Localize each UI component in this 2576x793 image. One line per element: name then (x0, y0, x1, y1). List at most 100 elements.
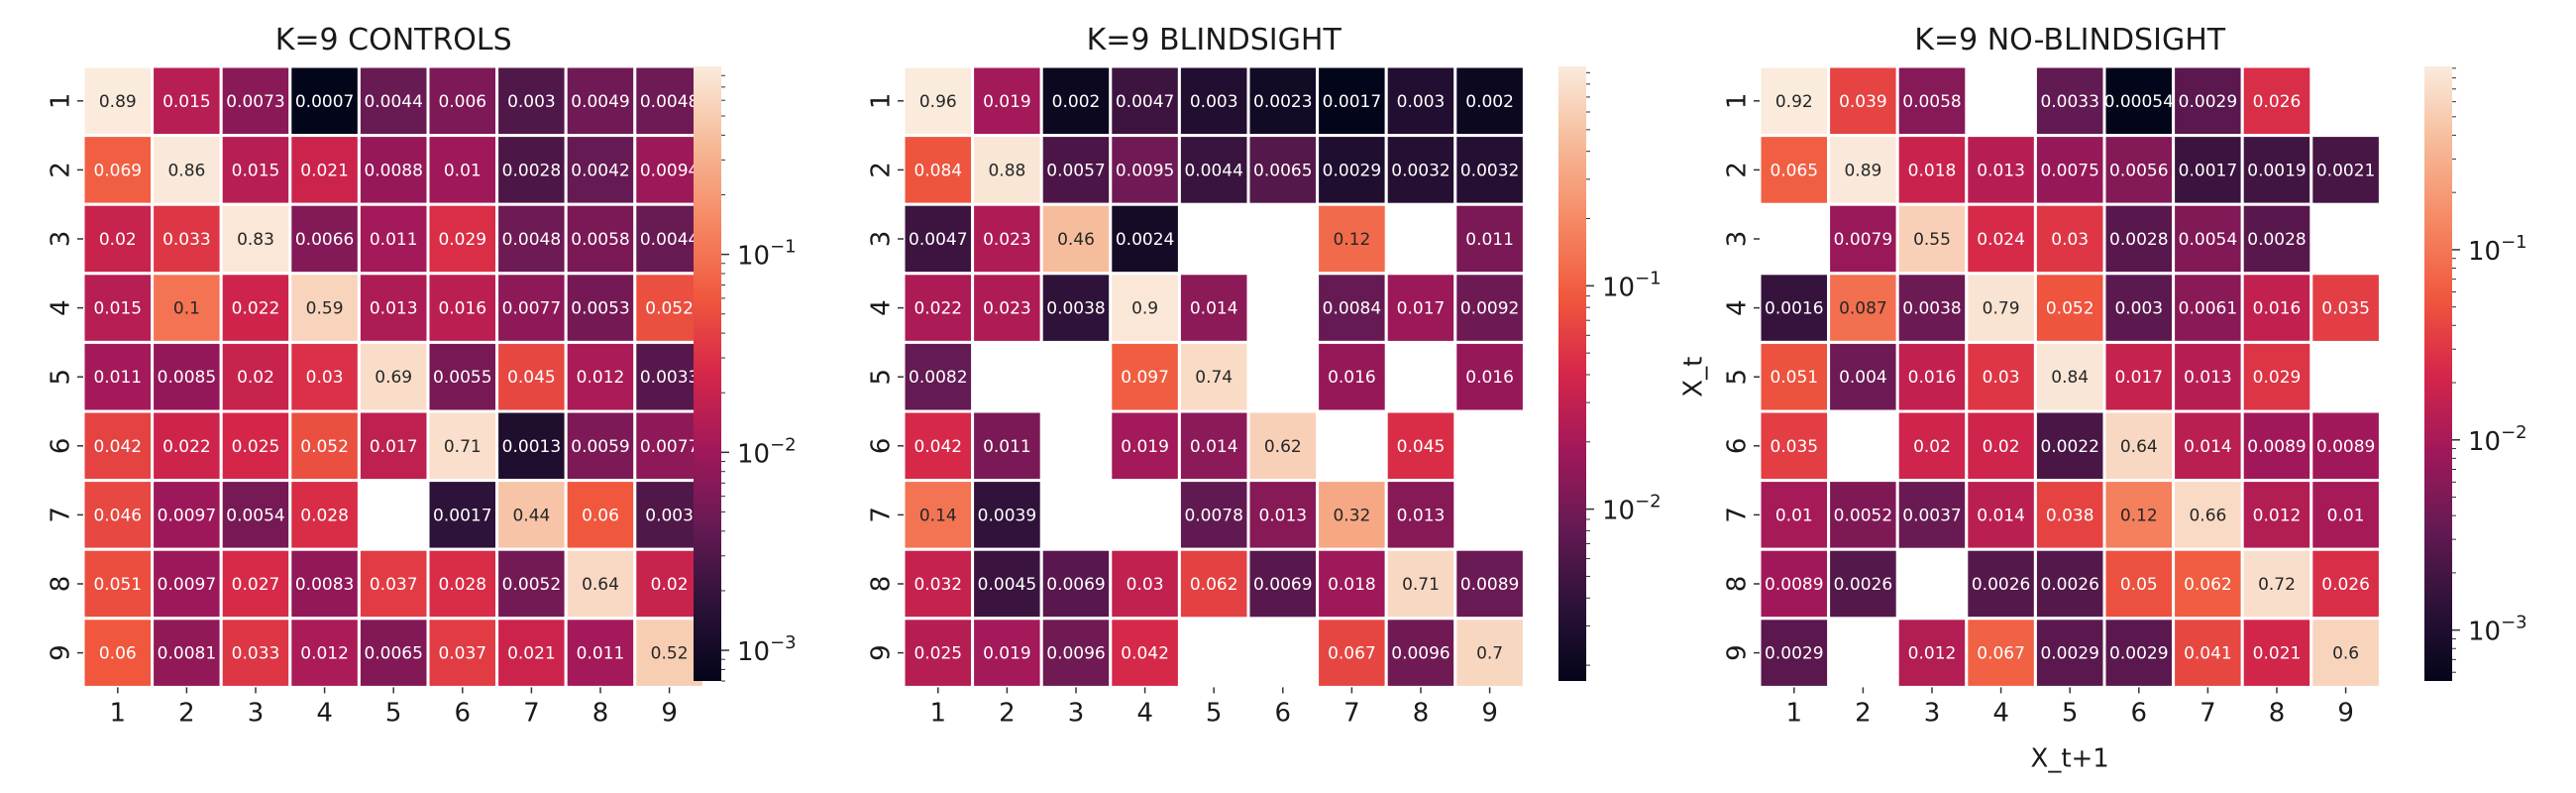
y-tick-label: 3 (47, 231, 76, 248)
cell-value-label: 0.0026 (1834, 575, 1892, 595)
heatmap-cell (1965, 547, 2037, 621)
heatmap-cell (1109, 272, 1181, 344)
cell-value-label: 0.0092 (1460, 299, 1519, 319)
y-tick-label: 5 (47, 369, 76, 386)
heatmap-cell-empty (1041, 480, 1111, 550)
cell-value-label: 0.0044 (640, 230, 698, 250)
x-tick-label: 3 (1924, 698, 1941, 728)
cell-value-label: 0.0083 (295, 575, 354, 595)
cell-value-label: 0.016 (438, 299, 486, 319)
heatmap-cell (357, 134, 430, 206)
cell-value-label: 0.0007 (295, 92, 354, 112)
cell-value-label: 0.0044 (1184, 161, 1242, 180)
cell-value-label: 0.015 (162, 92, 211, 112)
x-tick-label: 8 (1413, 698, 1430, 728)
cell-value-label: 0.011 (577, 644, 625, 664)
heatmap-cell (426, 134, 499, 206)
cell-value-label: 0.0082 (909, 368, 967, 388)
heatmap-cell (1316, 617, 1388, 689)
cell-value-label: 0.02 (1913, 437, 1951, 457)
cell-value-label: 0.01 (1775, 506, 1813, 525)
heatmap-cell-empty (359, 480, 428, 550)
heatmap-cell (495, 617, 568, 689)
heatmap-cell (1384, 617, 1457, 689)
heatmap-cell (2033, 340, 2106, 413)
heatmap-cell-empty (1966, 66, 2036, 136)
heatmap-cell-empty (1248, 204, 1318, 274)
cell-value-label: 0.052 (300, 437, 349, 457)
heatmap-cell-empty (1828, 411, 1898, 481)
cell-value-label: 0.011 (370, 230, 418, 250)
cell-value-label: 0.0042 (571, 161, 629, 180)
cell-value-label: 0.74 (1195, 368, 1233, 388)
x-tick-label: 1 (1786, 698, 1803, 728)
heatmap-cell (633, 134, 705, 206)
heatmap-cell (2033, 409, 2106, 483)
heatmap-cell-empty (1386, 204, 1455, 274)
heatmap-cell (2102, 617, 2176, 689)
heatmap-cell (1177, 64, 1250, 138)
cell-value-label: 0.44 (512, 506, 550, 525)
cell-value-label: 0.025 (232, 437, 280, 457)
heatmap-cell (426, 479, 499, 551)
heatmap-cell (2102, 64, 2176, 138)
cell-value-label: 0.027 (232, 575, 280, 595)
cell-value-label: 0.05 (2120, 575, 2158, 595)
heatmap-cell (81, 617, 155, 689)
cell-value-label: 0.026 (2321, 575, 2370, 595)
x-tick-label: 1 (930, 698, 947, 728)
cell-value-label: 0.035 (2321, 299, 2370, 319)
cell-value-label: 0.0033 (2040, 92, 2098, 112)
cell-value-label: 0.86 (167, 161, 205, 180)
heatmap-cell (1246, 409, 1320, 483)
cell-value-label: 0.021 (2253, 644, 2302, 664)
cell-value-label: 0.035 (1770, 437, 1818, 457)
chart-title: K=9 BLINDSIGHT (1087, 23, 1342, 57)
cell-value-label: 0.0065 (364, 644, 422, 664)
x-tick-label: 6 (1275, 698, 1292, 728)
heatmap-cell (2240, 479, 2313, 551)
cell-value-label: 0.03 (306, 368, 344, 388)
colorbar (694, 66, 721, 681)
heatmap-cell-empty (1386, 342, 1455, 411)
cell-value-label: 0.045 (507, 368, 556, 388)
cell-value-label: 0.016 (1908, 368, 1957, 388)
cell-value-label: 0.033 (162, 230, 211, 250)
heatmap-cell (1316, 272, 1388, 344)
heatmap-cell (633, 409, 705, 483)
cell-value-label: 0.64 (582, 575, 619, 595)
heatmap-cell (151, 547, 223, 621)
cell-value-label: 0.0073 (226, 92, 284, 112)
heatmap-cell (219, 64, 292, 138)
cell-value-label: 0.7 (1476, 644, 1503, 664)
cell-value-label: 0.9 (1131, 299, 1158, 319)
cell-value-label: 0.0069 (1046, 575, 1105, 595)
heatmap-cell (564, 340, 637, 413)
cell-value-label: 0.002 (1052, 92, 1101, 112)
heatmap-cell (1039, 547, 1113, 621)
x-tick-label: 4 (1136, 698, 1153, 728)
cell-value-label: 0.0022 (2040, 437, 2098, 457)
cell-value-label: 0.00054 (2104, 92, 2174, 112)
cell-value-label: 0.026 (2253, 92, 2302, 112)
cell-value-label: 0.012 (1908, 644, 1957, 664)
cell-value-label: 0.013 (370, 299, 418, 319)
heatmap-cell-empty (1454, 480, 1525, 550)
heatmap-cell (1758, 272, 1831, 344)
heatmap-cell (1384, 547, 1457, 621)
cell-value-label: 0.051 (93, 575, 142, 595)
cell-value-label: 0.019 (983, 644, 1031, 664)
heatmap-cell (2240, 202, 2313, 276)
cell-value-label: 0.0084 (1323, 299, 1381, 319)
cell-value-label: 0.06 (582, 506, 619, 525)
cell-value-label: 0.0047 (909, 230, 967, 250)
heatmap-cell-empty (1248, 342, 1318, 411)
cell-value-label: 0.015 (232, 161, 280, 180)
cell-value-label: 0.0044 (364, 92, 422, 112)
cell-value-label: 0.0052 (502, 575, 561, 595)
heatmap-cell (2102, 134, 2176, 206)
cell-value-label: 0.59 (306, 299, 344, 319)
cell-value-label: 0.0048 (640, 92, 698, 112)
x-tick-label: 1 (110, 698, 127, 728)
